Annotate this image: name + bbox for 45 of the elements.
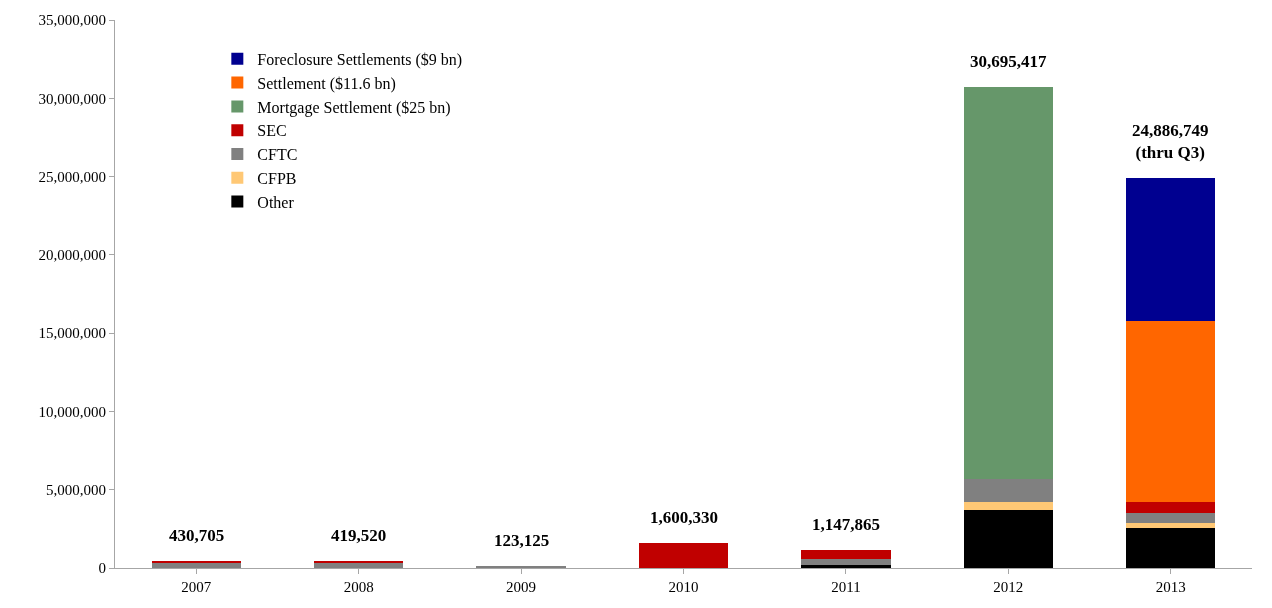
y-tick-label: 20,000,000 [38,247,106,264]
total-label: 430,705 [169,526,225,545]
y-tick-label: 30,000,000 [38,90,106,107]
x-tick-label: 2012 [993,579,1024,595]
total-label: 1,147,865 [812,515,880,534]
total-label: 419,520 [331,526,387,545]
x-tick-label: 2011 [831,579,861,595]
y-tick-label: 25,000,000 [38,168,106,185]
bar [963,87,1054,479]
bar [1126,320,1216,503]
total-label: 24,886,749 (thru Q3) [1132,121,1209,163]
y-tick-label: 5,000,000 [46,481,106,498]
bar [151,561,241,564]
total-label: 1,600,330 [650,508,718,527]
total-label: 123,125 [494,531,550,550]
bar [801,564,891,568]
bar [1126,513,1216,524]
bar [1126,523,1216,529]
x-tick-label: 2008 [343,579,374,595]
legend-label: Settlement ($11.6 bn) [257,74,396,93]
bar [963,510,1054,568]
bar [151,563,241,568]
bar [638,542,729,568]
bar [1126,178,1216,321]
bar [963,478,1054,503]
x-tick-label: 2009 [506,579,537,595]
legend-label: Mortgage Settlement ($25 bn) [257,98,451,117]
legend-label: CFTC [257,146,298,164]
bar [1126,528,1216,568]
y-tick-label: 0 [98,560,106,577]
y-tick-label: 10,000,000 [38,403,106,420]
bar [1126,502,1216,514]
bar [963,502,1054,511]
x-tick-label: 2013 [1155,579,1186,595]
legend-label: SEC [257,122,287,140]
bar [801,558,891,565]
legend-label: Other [257,193,295,211]
bar [801,550,891,559]
legend-label: CFPB [257,170,297,188]
x-tick-label: 2007 [181,579,212,595]
total-label: 30,695,417 [970,52,1047,71]
y-tick-label: 15,000,000 [38,325,106,342]
legend-label: Foreclosure Settlements ($9 bn) [257,51,463,70]
x-tick-label: 2010 [668,579,699,595]
y-tick-label: 35,000,000 [38,12,106,29]
